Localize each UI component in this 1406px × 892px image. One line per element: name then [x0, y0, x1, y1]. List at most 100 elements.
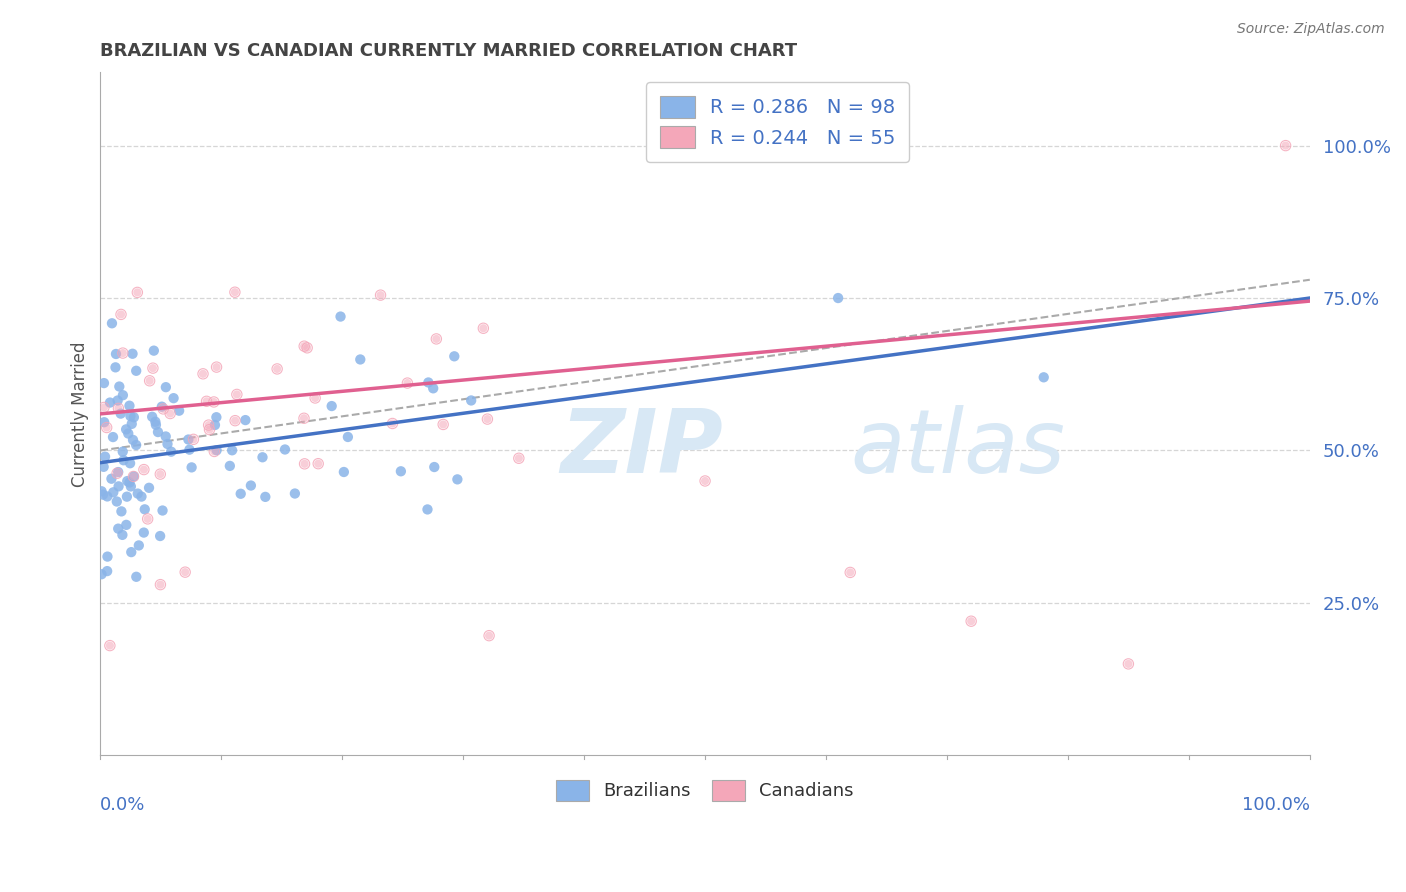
- Point: [1274, 138, 1296, 153]
- Point: [152, 401, 174, 416]
- Point: [128, 538, 150, 552]
- Point: [145, 417, 167, 432]
- Point: [218, 458, 240, 473]
- Point: [336, 430, 359, 444]
- Point: [294, 457, 316, 471]
- Point: [132, 462, 155, 476]
- Point: [292, 411, 315, 425]
- Point: [478, 629, 501, 643]
- Point: [122, 469, 145, 483]
- Point: [174, 565, 197, 579]
- Point: [115, 422, 138, 436]
- Point: [110, 307, 132, 321]
- Point: [205, 360, 228, 375]
- Point: [142, 361, 165, 376]
- Point: [180, 460, 202, 475]
- Point: [160, 444, 183, 458]
- Point: [443, 349, 465, 363]
- Point: [149, 577, 172, 591]
- Point: [329, 310, 352, 324]
- Point: [93, 401, 115, 415]
- Point: [110, 307, 132, 321]
- Point: [149, 467, 172, 482]
- Point: [98, 395, 121, 409]
- Point: [111, 528, 134, 542]
- Point: [1118, 657, 1140, 671]
- Point: [477, 412, 499, 426]
- Point: [224, 285, 246, 300]
- Point: [416, 502, 439, 516]
- Point: [105, 494, 128, 508]
- Point: [304, 391, 326, 405]
- Point: [149, 467, 172, 482]
- Point: [202, 395, 225, 409]
- Point: [152, 503, 174, 517]
- Point: [693, 474, 716, 488]
- Point: [266, 362, 288, 376]
- Point: [239, 478, 262, 492]
- Point: [224, 285, 246, 300]
- Point: [156, 437, 179, 451]
- Point: [446, 472, 468, 486]
- Point: [112, 453, 135, 467]
- Point: [138, 481, 160, 495]
- Point: [292, 411, 315, 425]
- Point: [477, 412, 499, 426]
- Point: [125, 438, 148, 452]
- Point: [121, 347, 143, 361]
- Point: [107, 401, 129, 416]
- Point: [127, 285, 149, 300]
- Point: [321, 399, 343, 413]
- Point: [205, 443, 228, 458]
- Point: [120, 456, 142, 470]
- Point: [138, 374, 160, 388]
- Point: [197, 418, 219, 433]
- Point: [103, 485, 125, 500]
- Point: [138, 374, 160, 388]
- Point: [111, 346, 134, 360]
- Point: [432, 417, 454, 432]
- Point: [141, 409, 163, 424]
- Point: [225, 387, 247, 401]
- Point: [202, 444, 225, 458]
- Legend: Brazilians, Canadians: Brazilians, Canadians: [550, 772, 860, 808]
- Point: [111, 346, 134, 360]
- Point: [333, 465, 356, 479]
- Point: [839, 566, 862, 580]
- Point: [202, 444, 225, 458]
- Point: [224, 414, 246, 428]
- Point: [508, 451, 530, 466]
- Point: [198, 423, 221, 437]
- Text: ZIP: ZIP: [560, 405, 723, 491]
- Point: [98, 639, 121, 653]
- Point: [136, 512, 159, 526]
- Point: [108, 379, 131, 393]
- Point: [432, 417, 454, 432]
- Point: [96, 420, 118, 434]
- Point: [150, 400, 173, 414]
- Point: [142, 343, 165, 358]
- Point: [266, 362, 288, 376]
- Point: [111, 444, 134, 458]
- Point: [93, 401, 115, 415]
- Point: [111, 388, 134, 402]
- Point: [122, 469, 145, 483]
- Point: [205, 360, 228, 375]
- Point: [235, 413, 257, 427]
- Point: [127, 486, 149, 500]
- Point: [478, 629, 501, 643]
- Point: [418, 376, 440, 390]
- Point: [159, 407, 181, 421]
- Text: Source: ZipAtlas.com: Source: ZipAtlas.com: [1237, 22, 1385, 37]
- Point: [149, 529, 172, 543]
- Point: [693, 474, 716, 488]
- Point: [295, 341, 318, 355]
- Point: [179, 442, 201, 457]
- Point: [295, 341, 318, 355]
- Point: [117, 426, 139, 441]
- Point: [90, 567, 112, 582]
- Point: [134, 502, 156, 516]
- Point: [96, 549, 118, 564]
- Point: [389, 464, 412, 478]
- Point: [1274, 138, 1296, 153]
